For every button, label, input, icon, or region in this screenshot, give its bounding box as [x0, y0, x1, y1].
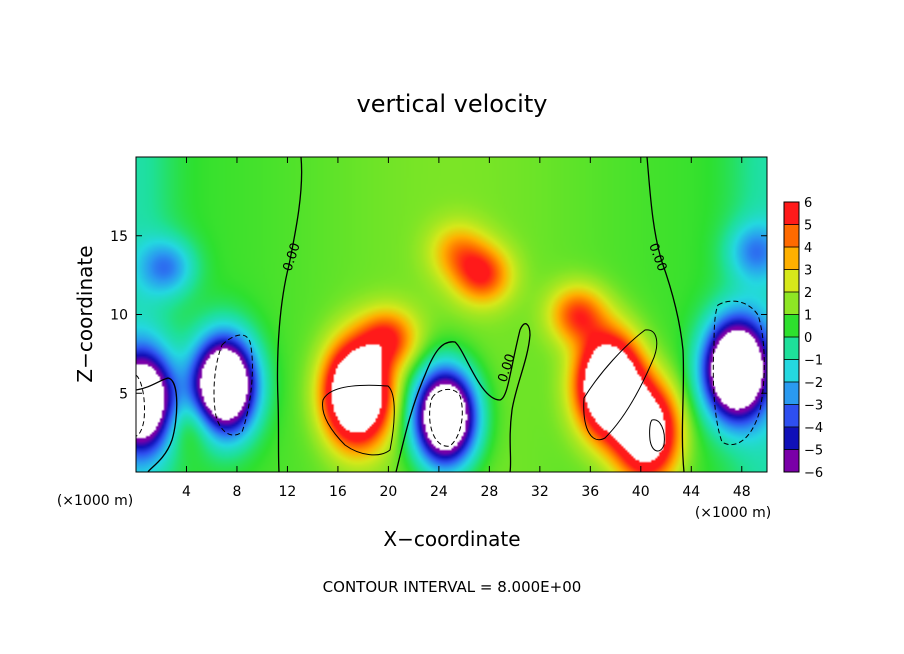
zero-contour-right	[646, 157, 685, 472]
colorbar-swatch	[784, 449, 799, 473]
x-tick-label: 24	[430, 484, 448, 500]
x-tick-label: 8	[232, 484, 241, 500]
colorbar-swatch	[784, 337, 799, 360]
x-tick-label: 16	[329, 484, 347, 500]
velocity-field	[136, 157, 767, 472]
contour-downdraft-right	[712, 300, 765, 446]
contour-updraft-right	[583, 329, 658, 441]
y-tick-label: 10	[110, 308, 128, 324]
x-tick-label: 20	[379, 484, 397, 500]
colorbar-label: 3	[804, 264, 812, 279]
colorbar-swatch	[784, 247, 799, 270]
y-axis-label: Z−coordinate	[73, 245, 97, 382]
contour-downdraft-left	[213, 334, 253, 436]
colorbar-swatch	[784, 427, 799, 450]
colorbar-label: −4	[804, 421, 823, 436]
zero-contour-left	[276, 157, 303, 472]
colorbar-swatch	[784, 314, 799, 338]
contour-lines	[136, 157, 765, 472]
x-tick-label: 48	[733, 484, 751, 500]
contour-interval-note: CONTOUR INTERVAL = 8.000E+00	[323, 578, 582, 596]
colorbar-swatch	[784, 404, 799, 428]
colorbar-label: −2	[804, 376, 823, 391]
colorbar-label: 0	[804, 331, 812, 346]
x-tick-label: 36	[581, 484, 599, 500]
colorbar-label: −1	[804, 354, 823, 369]
colorbar-swatch	[784, 382, 799, 405]
zero-contour-lowleft	[136, 377, 178, 472]
chart-title: vertical velocity	[357, 90, 548, 118]
x-ticks: 4 8 12 16 20 24 28 32 36 40 44 48	[182, 157, 751, 500]
plot-area: 0.00 0.00 0.00 4 8 12 16 20 24 28 32 36 40 44 48 51…	[110, 156, 768, 500]
contour-updraft-left	[322, 384, 395, 456]
colorbar-swatch	[784, 202, 799, 225]
colorbar-swatch	[784, 224, 799, 248]
colorbar-label: 5	[804, 219, 812, 234]
zero-contour-center	[395, 323, 531, 472]
x-tick-label: 32	[531, 484, 549, 500]
colorbar-label: −3	[804, 399, 823, 414]
y-tick-label: 15	[110, 229, 128, 245]
contour-downdraft-center	[429, 389, 463, 447]
x-tick-label: 40	[632, 484, 650, 500]
colorbar: −6 −5 −4 −3 −2 −1 0 1 2 3 4 5 6	[783, 196, 823, 481]
colorbar-swatch	[784, 359, 799, 383]
colorbar-label: 4	[804, 241, 812, 256]
x-tick-label: 12	[279, 484, 297, 500]
contour-downdraft-edge	[136, 374, 145, 437]
colorbar-label: 2	[804, 286, 812, 301]
x-unit-label-left: (×1000 m)	[57, 493, 133, 509]
x-tick-label: 44	[682, 484, 700, 500]
colorbar-label: 6	[804, 196, 812, 211]
colorbar-label: −6	[804, 466, 823, 481]
contour-labels: 0.00 0.00 0.00	[281, 241, 670, 384]
contour-updraft-small	[649, 419, 665, 452]
y-ticks: 5 10 15	[110, 229, 767, 402]
x-tick-label: 28	[480, 484, 498, 500]
colorbar-label: −5	[804, 444, 823, 459]
colorbar-swatch	[784, 269, 799, 293]
x-axis-label: X−coordinate	[383, 527, 520, 551]
colorbar-swatch	[784, 292, 799, 315]
x-unit-label-right: (×1000 m)	[695, 505, 771, 521]
colorbar-label: 1	[804, 309, 812, 324]
y-tick-label: 5	[119, 386, 128, 402]
x-tick-label: 4	[182, 484, 191, 500]
